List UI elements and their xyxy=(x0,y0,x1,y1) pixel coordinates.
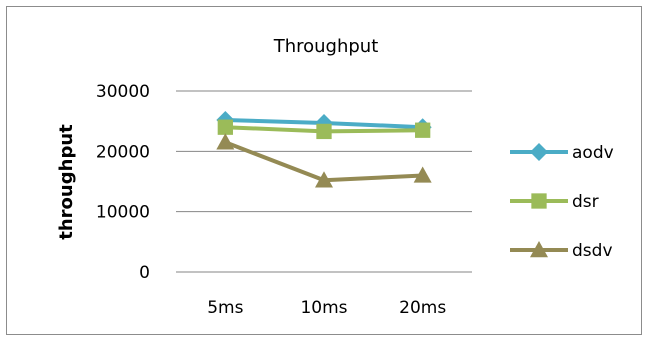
legend-item-dsdv: dsdv xyxy=(510,241,613,261)
data-point-dsdv xyxy=(315,171,333,188)
legend-label: dsr xyxy=(572,192,599,212)
legend-label: dsdv xyxy=(572,241,613,261)
legend-label: aodv xyxy=(572,143,614,163)
y-tick-label: 20000 xyxy=(96,142,150,162)
legend-marker xyxy=(530,241,548,258)
x-tick-label: 10ms xyxy=(300,298,347,318)
legend-item-dsr: dsr xyxy=(510,192,599,212)
y-axis-ticks: 0 10000 20000 30000 xyxy=(96,82,150,283)
x-tick-label: 20ms xyxy=(399,298,446,318)
y-axis-label: throughput xyxy=(56,124,77,240)
legend: aodv dsr dsdv xyxy=(510,143,614,261)
series-dsdv xyxy=(216,133,432,188)
y-tick-label: 30000 xyxy=(96,82,150,102)
data-point-dsdv xyxy=(216,133,235,150)
x-tick-label: 5ms xyxy=(207,298,243,318)
chart-frame xyxy=(6,6,642,335)
series-dsr xyxy=(217,119,431,140)
chart-title: Throughput xyxy=(273,36,379,57)
gridlines xyxy=(176,90,472,273)
legend-item-aodv: aodv xyxy=(510,143,614,163)
data-point-dsdv xyxy=(413,166,432,183)
data-point-dsr xyxy=(316,123,332,140)
y-tick-label: 0 xyxy=(139,263,150,283)
data-point-dsr xyxy=(217,119,233,135)
data-point-dsr xyxy=(415,122,431,138)
legend-marker xyxy=(530,143,548,161)
x-axis-ticks: 5ms 10ms 20ms xyxy=(207,298,446,318)
y-tick-label: 10000 xyxy=(96,203,150,223)
series-group xyxy=(216,110,432,188)
legend-marker xyxy=(531,193,547,209)
